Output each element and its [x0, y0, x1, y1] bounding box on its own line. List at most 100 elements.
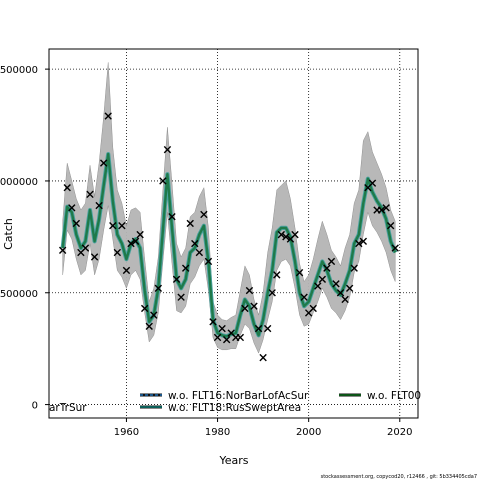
- legend-partial-label: arTrSur: [49, 402, 87, 414]
- y-tick-label: 000000: [0, 177, 38, 188]
- observed-point: [259, 353, 267, 362]
- x-tick-label: 1960: [114, 427, 139, 438]
- observed-point-stroke: [200, 210, 208, 219]
- observed-point: [109, 221, 117, 230]
- observed-point: [222, 336, 231, 344]
- observed-point: [104, 112, 112, 120]
- observed-point: [273, 271, 281, 279]
- legend-entry-flt18: w.o. FLT18:RusSweptArea: [140, 402, 301, 414]
- observed-point: [200, 210, 208, 219]
- confidence-band: [62, 62, 396, 354]
- observed-point: [168, 213, 176, 221]
- observed-point-stroke: [236, 333, 245, 342]
- observed-point-stroke: [222, 336, 231, 344]
- x-tick-label: 1980: [205, 427, 230, 438]
- observed-point-stroke: [259, 353, 267, 362]
- observed-point-stroke: [341, 295, 349, 304]
- observed-point-stroke: [295, 268, 304, 277]
- observed-point-stroke: [172, 275, 181, 284]
- observed-point-stroke: [95, 201, 103, 210]
- observed-point-stroke: [72, 219, 81, 228]
- observed-point: [254, 324, 263, 333]
- observed-point: [213, 333, 222, 342]
- observed-point-stroke: [191, 239, 199, 248]
- observed-point-stroke: [131, 237, 140, 246]
- observed-point: [72, 219, 81, 228]
- observed-point-stroke: [90, 253, 99, 261]
- observed-point: [282, 233, 290, 241]
- observed-point-stroke: [268, 289, 276, 297]
- observed-point: [113, 248, 122, 257]
- y-tick-label: 0: [32, 401, 38, 412]
- x-axis-label: Years: [218, 454, 248, 467]
- observed-point-stroke: [136, 230, 144, 239]
- observed-point: [127, 239, 135, 248]
- observed-point: [172, 275, 181, 284]
- observed-point-stroke: [127, 239, 135, 248]
- observed-point-stroke: [355, 239, 363, 248]
- observed-point: [136, 230, 144, 239]
- observed-point-stroke: [209, 318, 217, 326]
- observed-point-stroke: [168, 213, 176, 221]
- observed-point-stroke: [250, 302, 258, 310]
- observed-point: [323, 264, 331, 272]
- observed-point-stroke: [263, 324, 272, 333]
- observed-point: [368, 179, 377, 187]
- observed-point-stroke: [163, 145, 172, 154]
- observed-point-stroke: [227, 329, 235, 337]
- observed-point-stroke: [245, 286, 254, 295]
- footer-credit: stockassessment.org, copycod20, r12466 ,…: [321, 474, 477, 480]
- observed-point: [386, 221, 395, 230]
- observed-point: [177, 293, 185, 301]
- observed-point: [163, 145, 172, 154]
- observed-point-stroke: [273, 271, 281, 279]
- observed-point-stroke: [332, 280, 340, 288]
- observed-point-stroke: [241, 304, 249, 313]
- observed-point: [186, 219, 194, 228]
- legend-label-flt16: w.o. FLT16:NorBarLofAcSur: [168, 390, 309, 402]
- observed-point-stroke: [368, 179, 377, 187]
- observed-point-stroke: [145, 322, 153, 331]
- observed-point: [391, 244, 399, 252]
- observed-point: [99, 159, 108, 167]
- observed-point: [195, 248, 204, 257]
- observed-point: [291, 230, 299, 239]
- observed-point: [150, 311, 158, 319]
- observed-point: [345, 284, 354, 292]
- observed-point-stroke: [204, 257, 213, 266]
- observed-point: [314, 282, 322, 290]
- observed-point-stroke: [99, 159, 108, 167]
- observed-point-stroke: [186, 219, 194, 228]
- observed-point-stroke: [154, 284, 163, 292]
- observed-point-stroke: [63, 183, 71, 192]
- observed-point: [277, 230, 286, 239]
- legend: arTrSur w.o. FLT16:NorBarLofAcSur w.o. F…: [49, 390, 421, 414]
- observed-point: [350, 264, 358, 272]
- observed-point: [309, 304, 317, 313]
- observed-point: [90, 253, 99, 261]
- observed-point: [377, 206, 386, 214]
- observed-point: [118, 221, 126, 230]
- observed-point: [236, 333, 245, 342]
- x-tick-label: 2020: [387, 427, 412, 438]
- observed-point: [268, 289, 276, 297]
- observed-point-stroke: [282, 233, 290, 241]
- observed-point: [131, 237, 140, 246]
- observed-point-stroke: [350, 264, 358, 272]
- observed-point-stroke: [359, 237, 368, 246]
- observed-point: [382, 204, 390, 212]
- observed-point-stroke: [150, 311, 158, 319]
- observed-point-stroke: [323, 264, 331, 272]
- observed-point: [332, 280, 340, 288]
- observed-point-stroke: [104, 112, 112, 120]
- observed-point-stroke: [140, 304, 149, 313]
- observed-point: [58, 246, 67, 254]
- observed-point: [122, 266, 131, 275]
- confidence-band-layer: [62, 62, 396, 354]
- observed-point: [327, 257, 336, 266]
- observed-point-stroke: [58, 246, 67, 254]
- observed-point: [359, 237, 368, 246]
- observed-point: [154, 284, 163, 292]
- observed-point: [209, 318, 217, 326]
